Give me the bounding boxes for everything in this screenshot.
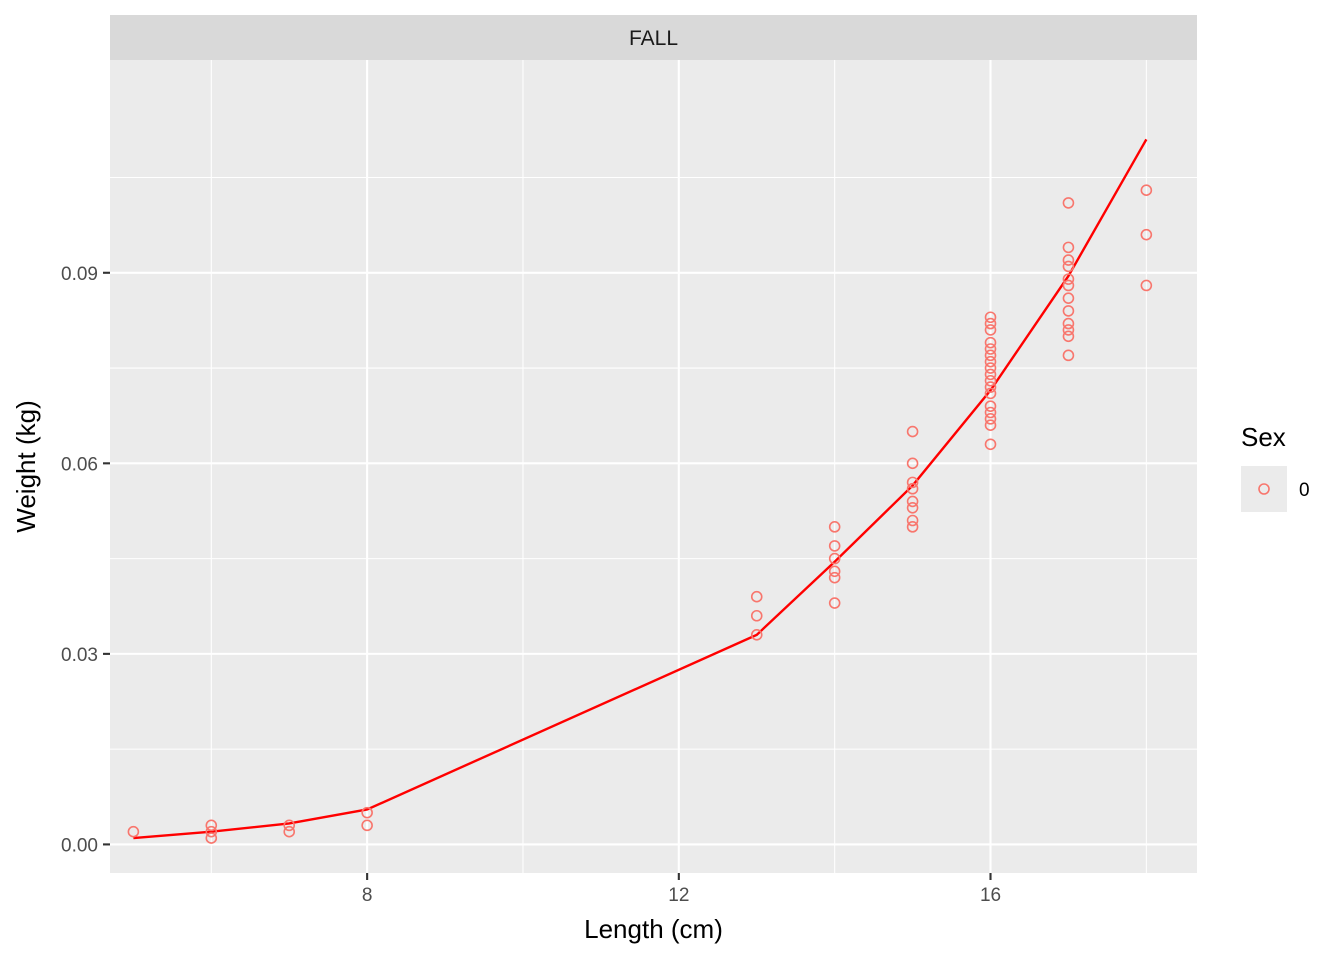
data-point bbox=[1062, 254, 1075, 266]
data-point bbox=[984, 324, 997, 336]
data-point bbox=[906, 514, 919, 527]
data-point bbox=[906, 501, 919, 514]
legend-key-background bbox=[1241, 466, 1287, 512]
data-point bbox=[1140, 279, 1153, 292]
legend-key-point bbox=[1258, 483, 1270, 495]
data-point bbox=[906, 425, 919, 438]
data-point bbox=[1062, 292, 1075, 304]
data-point bbox=[828, 552, 841, 565]
data-point bbox=[984, 406, 997, 419]
axes: 8 12 16 0.00 0.03 0.06 0.09 bbox=[61, 264, 1001, 906]
data-point bbox=[1062, 197, 1075, 209]
facet-strip-label: FALL bbox=[629, 27, 678, 50]
fit-line-layer bbox=[133, 138, 1148, 840]
data-point bbox=[984, 343, 997, 355]
y-tick-label: 0.09 bbox=[61, 264, 98, 285]
data-point bbox=[984, 355, 997, 368]
data-point bbox=[906, 482, 919, 495]
data-point bbox=[1062, 317, 1075, 330]
data-point bbox=[205, 832, 218, 844]
y-tick-label: 0.00 bbox=[61, 835, 98, 856]
data-point bbox=[984, 381, 997, 393]
data-point bbox=[1062, 305, 1075, 317]
legend-title: Sex bbox=[1241, 422, 1286, 452]
data-point bbox=[984, 349, 997, 362]
data-point bbox=[127, 825, 140, 838]
data-point bbox=[828, 597, 841, 609]
x-tick-label: 8 bbox=[362, 885, 373, 906]
data-point bbox=[984, 374, 997, 387]
data-point bbox=[1062, 279, 1075, 292]
x-tick-label: 12 bbox=[668, 885, 689, 906]
data-point bbox=[906, 495, 919, 508]
data-point bbox=[828, 521, 841, 533]
data-point bbox=[283, 825, 296, 838]
data-point bbox=[984, 400, 997, 412]
data-point bbox=[361, 806, 373, 819]
data-point bbox=[828, 540, 841, 552]
legend-label: 0 bbox=[1299, 480, 1310, 501]
data-point bbox=[984, 419, 997, 432]
points-layer bbox=[127, 184, 1153, 844]
data-point bbox=[1140, 184, 1153, 197]
data-point bbox=[906, 457, 919, 470]
data-point bbox=[205, 819, 218, 832]
data-point bbox=[1062, 349, 1075, 362]
y-axis-title: Weight (kg) bbox=[11, 400, 41, 532]
fit-line bbox=[133, 138, 1148, 840]
y-tick-label: 0.03 bbox=[61, 645, 98, 666]
data-point bbox=[750, 609, 763, 622]
plot-panel bbox=[110, 60, 1197, 873]
data-point bbox=[984, 438, 997, 451]
data-point bbox=[984, 362, 997, 374]
data-point bbox=[1062, 324, 1075, 336]
data-point bbox=[283, 819, 296, 832]
data-point bbox=[361, 819, 373, 832]
x-axis-title: Length (cm) bbox=[584, 914, 723, 944]
data-point bbox=[1062, 260, 1075, 273]
strip-background bbox=[110, 15, 1197, 60]
data-point bbox=[750, 629, 763, 641]
data-point bbox=[750, 590, 763, 603]
data-point bbox=[1062, 330, 1075, 343]
x-tick-label: 16 bbox=[980, 885, 1001, 906]
legend: Sex 0 bbox=[1241, 422, 1310, 512]
data-point bbox=[984, 336, 997, 349]
data-point bbox=[984, 368, 997, 381]
data-point bbox=[906, 476, 919, 489]
y-tick-label: 0.06 bbox=[61, 454, 98, 475]
data-point bbox=[1062, 273, 1075, 285]
data-point bbox=[984, 317, 997, 330]
data-point bbox=[828, 571, 841, 584]
data-point bbox=[1140, 228, 1153, 241]
data-point bbox=[906, 521, 919, 533]
data-point bbox=[1062, 241, 1075, 254]
data-point bbox=[984, 387, 997, 400]
data-point bbox=[984, 311, 997, 324]
data-point bbox=[828, 565, 841, 578]
data-point bbox=[205, 825, 218, 838]
data-point bbox=[984, 413, 997, 425]
